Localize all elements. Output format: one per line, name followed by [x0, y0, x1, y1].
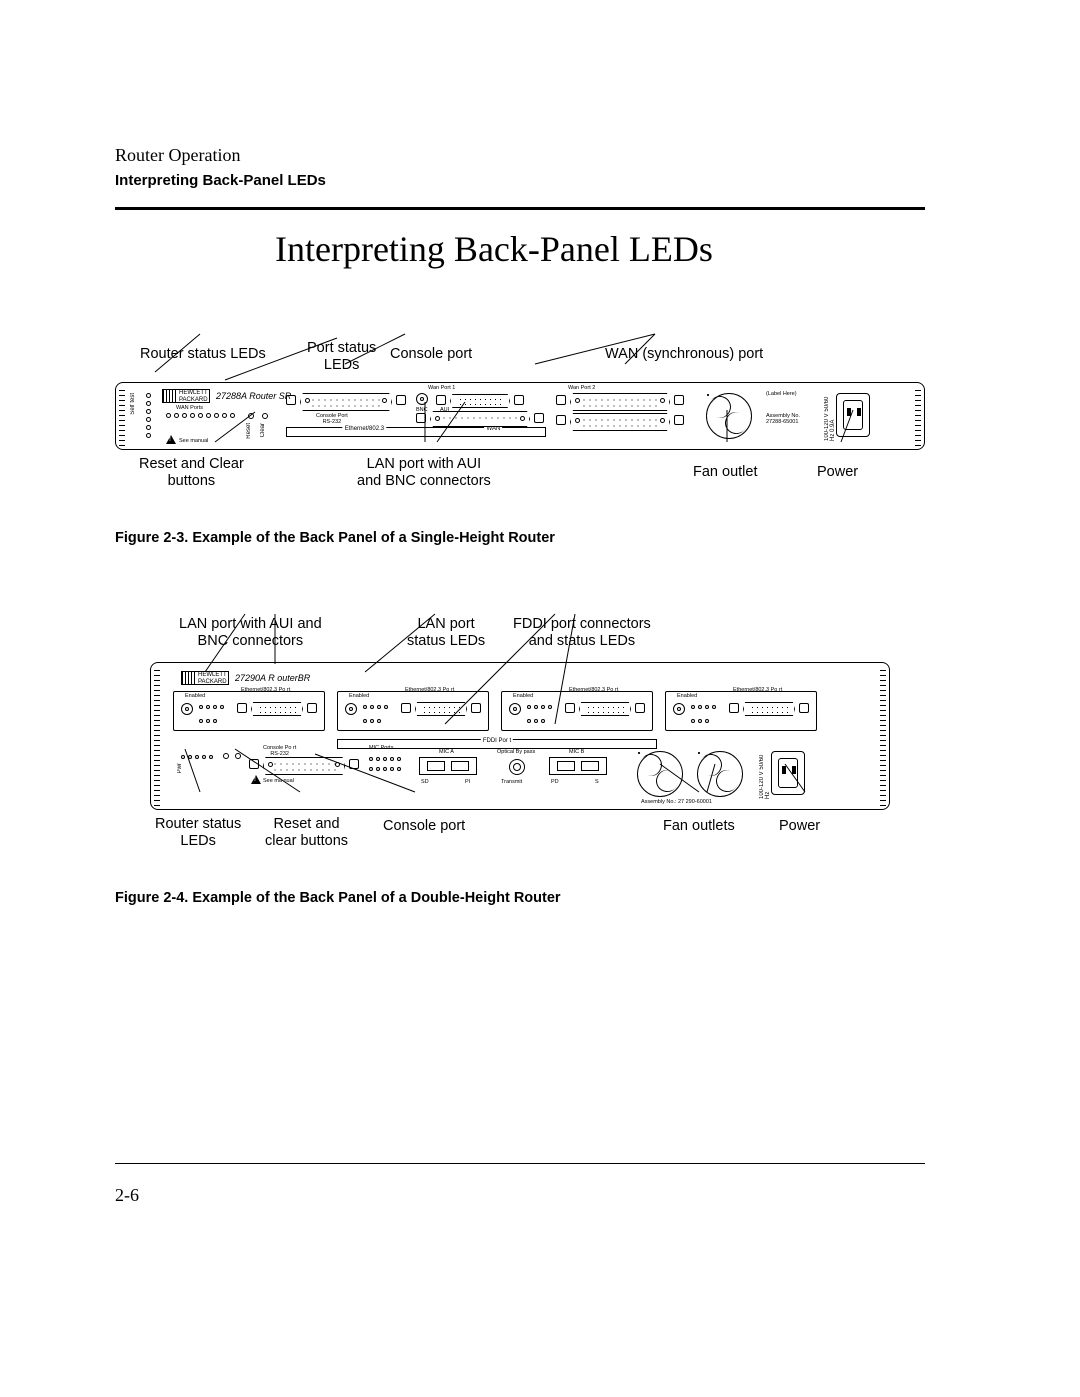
clear-button[interactable]	[262, 413, 268, 419]
callout-power-1: Power	[817, 464, 858, 480]
callout-lan-port-status: LAN port status LEDs	[407, 616, 485, 649]
wan-ports-label: WAN Ports	[176, 405, 203, 411]
eth2-aui[interactable]	[415, 702, 467, 716]
aui-connector[interactable]	[450, 394, 510, 408]
eth2-bnc[interactable]	[345, 703, 357, 715]
warning-icon-2	[251, 775, 261, 784]
console-port-connector[interactable]	[300, 393, 392, 411]
callout-fddi: FDDI port connectors and status LEDs	[513, 616, 651, 649]
model-number: 27288A Router SR	[216, 391, 291, 401]
eth1-leds	[199, 705, 224, 709]
hp-logo: HEWLETTPACKARD	[162, 389, 210, 403]
page-number: 2-6	[115, 1185, 139, 1206]
callout-wan-port: WAN (synchronous) port	[605, 346, 763, 362]
wan-port-2a-connector[interactable]	[570, 393, 670, 411]
console-port-connector-2[interactable]	[263, 757, 345, 775]
console-port-label-2: Console Po rtRS-232	[263, 745, 296, 757]
optical-bypass-connector[interactable]	[509, 759, 525, 775]
fan-outlet-2	[697, 751, 743, 797]
eth4-aui[interactable]	[743, 702, 795, 716]
section-title: Interpreting Back-Panel LEDs	[115, 172, 925, 189]
wan-port-2b-connector[interactable]	[570, 413, 670, 431]
eth4-bnc[interactable]	[673, 703, 685, 715]
callout-fan-outlets: Fan outlets	[663, 818, 735, 834]
wan-port-1-connector[interactable]	[430, 411, 530, 427]
power-inlet[interactable]	[836, 393, 870, 437]
top-rule	[115, 207, 925, 210]
eth1-bnc[interactable]	[181, 703, 193, 715]
callout-reset-clear: Reset and Clear buttons	[139, 456, 244, 489]
fan-outlet-1	[637, 751, 683, 797]
router-status-leds-2	[181, 755, 213, 759]
callout-lan-aui-bnc: LAN port with AUI and BNC connectors	[179, 616, 322, 649]
callout-router-status-2: Router status LEDs	[155, 816, 241, 849]
callout-console-port: Console port	[390, 346, 472, 362]
callout-reset-clear-2: Reset and clear buttons	[265, 816, 348, 849]
callout-lan-port: LAN port with AUI and BNC connectors	[357, 456, 491, 489]
figure2-panel: HEWLETTPACKARD 27290A R outerBR Ethernet…	[150, 662, 890, 810]
mounting-stripe	[119, 386, 125, 446]
figure2-caption: Figure 2-4. Example of the Back Panel of…	[115, 890, 925, 906]
eth2-leds	[363, 705, 388, 709]
eth4-leds	[691, 705, 716, 709]
callout-console-port-2: Console port	[383, 818, 465, 834]
eth3-aui[interactable]	[579, 702, 631, 716]
console-port-label: Console PortRS-232	[316, 413, 348, 425]
chapter-title: Router Operation	[115, 145, 925, 166]
figure1-panel: HEWLETTPACKARD 27288A Router SR WAN Port…	[115, 382, 925, 450]
warning-icon	[166, 435, 176, 444]
ethernet-bar: Ethernet/802.3 WAN	[286, 427, 546, 437]
page-title: Interpreting Back-Panel LEDs	[275, 228, 925, 270]
hp-logo-2: HEWLETTPACKARD	[181, 671, 229, 685]
reset-button-2[interactable]	[223, 753, 229, 759]
assembly-no: Assembly No.27288-65001	[766, 413, 800, 425]
clear-button-2[interactable]	[235, 753, 241, 759]
callout-router-status-leds: Router status LEDs	[140, 346, 266, 362]
power-inlet-2[interactable]	[771, 751, 805, 795]
bottom-rule	[115, 1163, 925, 1164]
eth3-leds	[527, 705, 552, 709]
reset-button[interactable]	[248, 413, 254, 419]
figure1-caption: Figure 2-3. Example of the Back Panel of…	[115, 530, 925, 546]
callout-power-2: Power	[779, 818, 820, 834]
eth1-aui[interactable]	[251, 702, 303, 716]
callout-fan-outlet: Fan outlet	[693, 464, 758, 480]
eth3-bnc[interactable]	[509, 703, 521, 715]
bnc-connector[interactable]	[416, 393, 428, 405]
label-here: (Label Here)	[766, 391, 797, 397]
fan-outlet	[706, 393, 752, 439]
assembly-no-2: Assembly No.: 27 290-60001	[641, 799, 712, 805]
electrical-rating-2: 100-120 V 50/60 Hz	[759, 749, 771, 799]
electrical-rating: 100-120 V 50/60 Hz 0.9A	[824, 391, 836, 441]
mic-ports-leds	[369, 757, 401, 761]
model-number-2: 27290A R outerBR	[235, 673, 310, 683]
fddi-bar: FDDI Por t	[337, 739, 657, 749]
callout-port-status-leds: Port status LEDs	[307, 340, 376, 373]
